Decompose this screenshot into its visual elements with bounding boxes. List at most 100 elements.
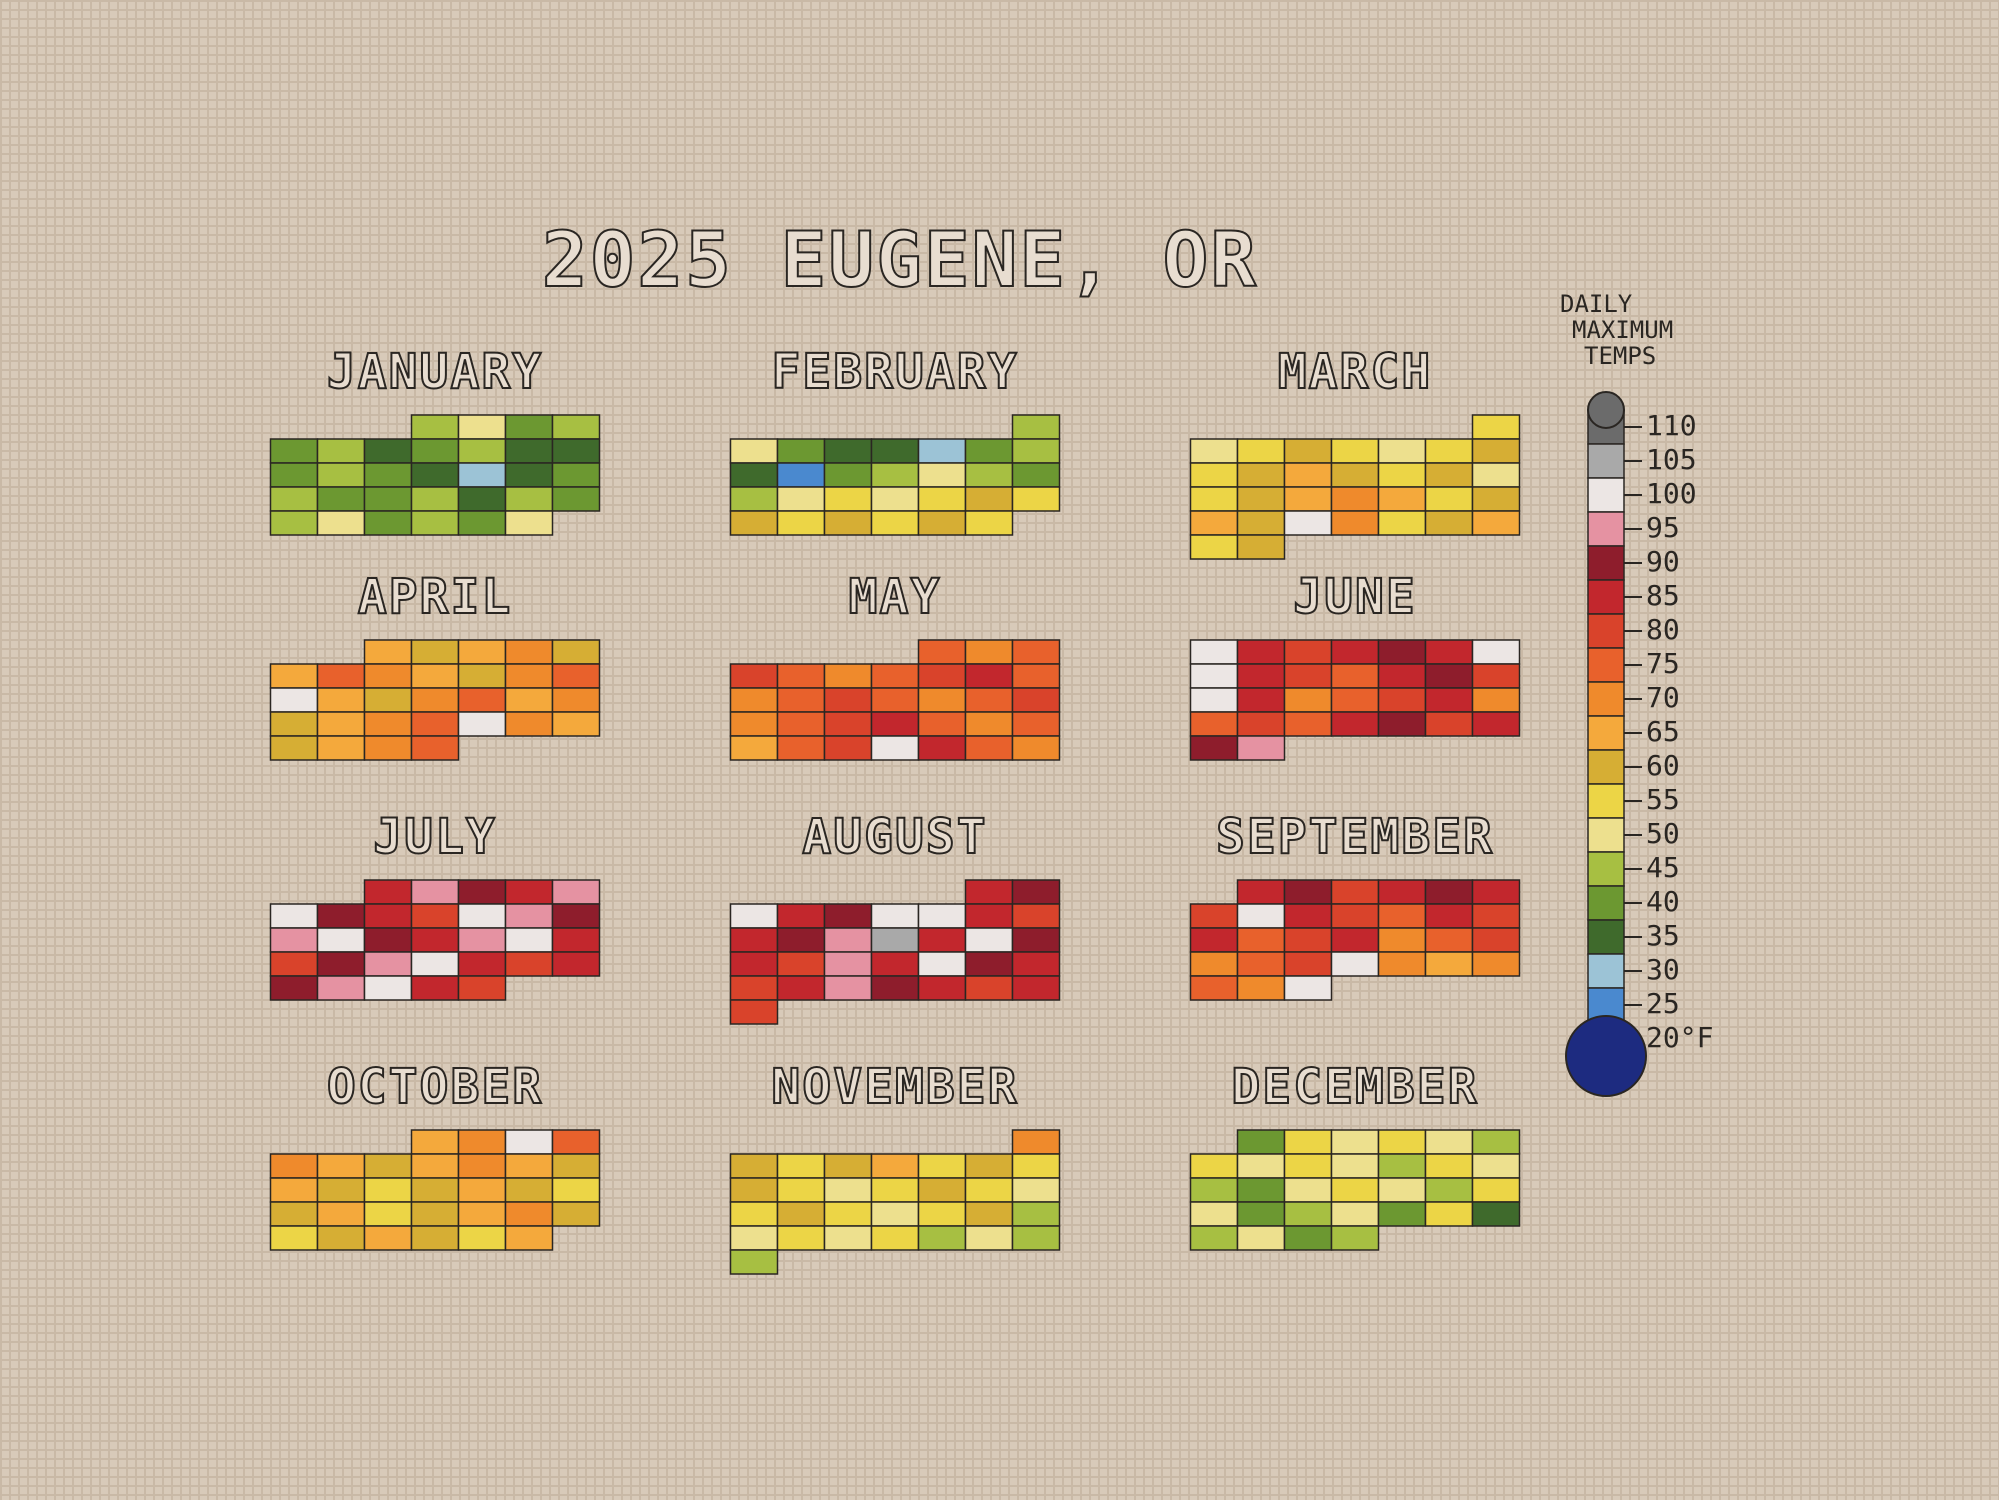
day-cell	[363, 951, 413, 977]
legend-swatch	[1587, 545, 1625, 581]
day-cell	[917, 486, 967, 512]
legend-title: MAXIMUM	[1572, 316, 1673, 344]
day-cell	[316, 1177, 366, 1203]
day-cell	[457, 486, 507, 512]
day-cell	[457, 975, 507, 1001]
day-cell	[1236, 1201, 1286, 1227]
day-cell	[917, 438, 967, 464]
legend-tick-label: 30	[1646, 953, 1680, 986]
day-cell	[776, 735, 826, 761]
day-cell	[316, 1201, 366, 1227]
day-cell	[823, 1153, 873, 1179]
day-cell	[504, 1201, 554, 1227]
day-cell	[316, 975, 366, 1001]
day-cell	[1189, 639, 1239, 665]
day-cell	[1236, 735, 1286, 761]
legend-tick-label: 100	[1646, 477, 1697, 510]
day-cell	[729, 711, 779, 737]
day-cell	[1283, 1225, 1333, 1251]
day-cell	[1283, 1177, 1333, 1203]
day-cell	[504, 438, 554, 464]
day-cell	[363, 1177, 413, 1203]
day-cell	[457, 879, 507, 905]
legend-tick-label: 70	[1646, 681, 1680, 714]
legend-tick-label: 65	[1646, 715, 1680, 748]
day-cell	[917, 663, 967, 689]
day-cell	[269, 438, 319, 464]
day-cell	[729, 486, 779, 512]
day-cell	[729, 1177, 779, 1203]
day-cell	[410, 663, 460, 689]
day-cell	[1330, 486, 1380, 512]
day-cell	[1424, 639, 1474, 665]
day-cell	[1283, 1201, 1333, 1227]
day-cell	[1189, 510, 1239, 536]
day-cell	[1471, 510, 1521, 536]
day-cell	[1330, 903, 1380, 929]
legend-swatch	[1587, 715, 1625, 751]
day-cell	[1189, 1153, 1239, 1179]
day-cell	[964, 462, 1014, 488]
day-cell	[1330, 879, 1380, 905]
day-cell	[1377, 1201, 1427, 1227]
day-cell	[363, 927, 413, 953]
day-cell	[1377, 639, 1427, 665]
day-cell	[1424, 438, 1474, 464]
day-cell	[870, 438, 920, 464]
month-label: DECEMBER	[1231, 1059, 1478, 1115]
day-cell	[1471, 1177, 1521, 1203]
day-cell	[917, 951, 967, 977]
day-cell	[1011, 687, 1061, 713]
day-cell	[410, 903, 460, 929]
legend-tick-label: 35	[1646, 919, 1680, 952]
day-cell	[1330, 951, 1380, 977]
day-cell	[269, 951, 319, 977]
day-cell	[1283, 1129, 1333, 1155]
day-cell	[964, 663, 1014, 689]
day-cell	[457, 462, 507, 488]
day-cell	[1471, 438, 1521, 464]
day-cell	[1377, 1177, 1427, 1203]
day-cell	[1236, 1129, 1286, 1155]
day-cell	[729, 951, 779, 977]
day-cell	[776, 1153, 826, 1179]
day-cell	[410, 414, 460, 440]
day-cell	[870, 711, 920, 737]
day-cell	[1283, 903, 1333, 929]
day-cell	[1424, 711, 1474, 737]
legend-tick-label: 75	[1646, 647, 1680, 680]
day-cell	[1377, 879, 1427, 905]
day-cell	[1330, 1153, 1380, 1179]
day-cell	[551, 951, 601, 977]
day-cell	[964, 735, 1014, 761]
day-cell	[1283, 975, 1333, 1001]
month-label: MARCH	[1278, 344, 1433, 400]
day-cell	[964, 510, 1014, 536]
day-cell	[269, 927, 319, 953]
day-cell	[917, 1177, 967, 1203]
day-cell	[410, 879, 460, 905]
day-cell	[504, 903, 554, 929]
chart-title: 2025 EUGENE, OR	[542, 215, 1258, 304]
day-cell	[964, 1201, 1014, 1227]
day-cell	[870, 951, 920, 977]
day-cell	[964, 975, 1014, 1001]
day-cell	[1330, 462, 1380, 488]
day-cell	[410, 951, 460, 977]
day-cell	[823, 1177, 873, 1203]
day-cell	[410, 927, 460, 953]
day-cell	[729, 1225, 779, 1251]
day-cell	[1283, 711, 1333, 737]
day-cell	[1236, 510, 1286, 536]
day-cell	[1236, 1153, 1286, 1179]
day-cell	[1424, 687, 1474, 713]
legend-title: TEMPS	[1584, 342, 1656, 370]
legend-tick-label: 40	[1646, 885, 1680, 918]
day-cell	[917, 510, 967, 536]
day-cell	[964, 687, 1014, 713]
day-cell	[1377, 438, 1427, 464]
day-cell	[1377, 510, 1427, 536]
day-cell	[1471, 486, 1521, 512]
day-cell	[1330, 1129, 1380, 1155]
day-cell	[551, 486, 601, 512]
